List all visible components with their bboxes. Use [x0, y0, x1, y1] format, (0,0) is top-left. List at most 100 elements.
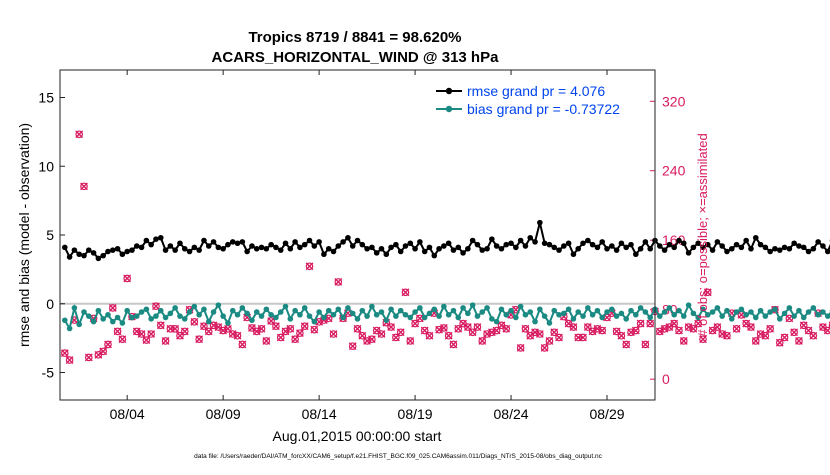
bias-point	[748, 309, 754, 315]
rmse-point	[288, 246, 294, 252]
rmse-point	[671, 245, 677, 251]
rmse-point	[595, 245, 601, 251]
rmse-point	[479, 247, 485, 253]
obs-count-marker	[671, 320, 678, 327]
rmse-point	[748, 246, 754, 252]
rmse-point	[134, 243, 140, 249]
bias-point	[268, 312, 274, 318]
rmse-point	[383, 251, 389, 257]
rmse-point	[115, 246, 121, 252]
bias-point	[547, 320, 553, 326]
bias-point	[614, 313, 620, 319]
rmse-point	[240, 239, 246, 245]
rmse-point	[144, 238, 150, 244]
rmse-point	[230, 239, 236, 245]
x-tick-label: 08/14	[302, 406, 337, 422]
bias-point	[815, 312, 821, 318]
bias-point	[537, 306, 543, 312]
bias-point	[446, 312, 452, 318]
obs-count-marker	[810, 332, 817, 339]
bias-point	[556, 312, 562, 318]
bias-point	[518, 304, 524, 310]
bias-point	[580, 313, 586, 319]
rmse-point	[302, 242, 308, 248]
rmse-point	[139, 245, 145, 251]
rmse-point	[268, 242, 274, 248]
y-left-tick-label: -5	[42, 365, 55, 381]
bias-point	[724, 308, 730, 314]
bias-point	[599, 315, 605, 321]
rmse-point	[187, 249, 193, 255]
bias-point	[763, 313, 769, 319]
bias-point	[475, 313, 481, 319]
bias-point	[489, 316, 495, 322]
legend-marker-bias	[446, 106, 452, 112]
rmse-point	[475, 242, 481, 248]
bias-point	[264, 306, 270, 312]
rmse-point	[647, 246, 653, 252]
rmse-point	[715, 239, 721, 245]
y-left-tick-label: 0	[46, 296, 54, 312]
rmse-point	[763, 245, 769, 251]
y-axis-label-left: rmse and bias (model - observation)	[16, 123, 32, 347]
bias-point	[662, 309, 668, 315]
rmse-point	[201, 238, 207, 244]
rmse-point	[743, 238, 749, 244]
rmse-point	[158, 235, 164, 241]
rmse-point	[62, 245, 68, 251]
rmse-point	[407, 240, 413, 246]
rmse-point	[820, 243, 826, 249]
rmse-point	[787, 246, 793, 252]
bias-point	[283, 304, 289, 310]
bias-point	[196, 312, 202, 318]
rmse-point	[513, 245, 519, 251]
rmse-point	[148, 242, 154, 248]
bias-point	[494, 319, 500, 325]
bias-point	[340, 315, 346, 321]
rmse-point	[321, 251, 327, 257]
bias-point	[734, 309, 740, 315]
bias-point	[431, 306, 437, 312]
x-tick-label: 08/24	[494, 406, 529, 422]
rmse-point	[590, 242, 596, 248]
bias-point	[129, 315, 135, 321]
rmse-point	[681, 240, 687, 246]
x-tick-label: 08/09	[206, 406, 241, 422]
bias-point	[470, 302, 476, 308]
bias-point	[676, 308, 682, 314]
bias-point	[364, 313, 370, 319]
bias-point	[422, 315, 428, 321]
bias-point	[527, 309, 533, 315]
bias-point	[796, 308, 802, 314]
bias-point	[153, 313, 159, 319]
rmse-point	[316, 239, 322, 245]
rmse-point	[547, 242, 553, 248]
bias-point	[403, 312, 409, 318]
bias-point	[76, 322, 82, 328]
rmse-point	[465, 246, 471, 252]
rmse-point	[120, 251, 126, 257]
rmse-point	[599, 239, 605, 245]
bias-point	[62, 317, 68, 323]
bias-point	[638, 305, 644, 311]
bias-point	[172, 305, 178, 311]
rmse-point	[484, 246, 490, 252]
rmse-point	[796, 243, 802, 249]
rmse-point	[216, 245, 222, 251]
rmse-point	[297, 245, 303, 251]
rmse-point	[532, 239, 538, 245]
rmse-point	[431, 253, 437, 259]
bias-point	[710, 309, 716, 315]
bias-point	[110, 319, 116, 325]
rmse-point	[249, 243, 255, 249]
rmse-point	[503, 242, 509, 248]
bias-point	[643, 309, 649, 315]
bias-point	[551, 308, 557, 314]
rmse-point	[523, 243, 529, 249]
rmse-point	[345, 235, 351, 241]
bias-point	[777, 316, 783, 322]
rmse-point	[244, 249, 250, 255]
bias-point	[120, 320, 126, 326]
rmse-point	[782, 245, 788, 251]
y-right-tick-label: 0	[662, 371, 670, 387]
